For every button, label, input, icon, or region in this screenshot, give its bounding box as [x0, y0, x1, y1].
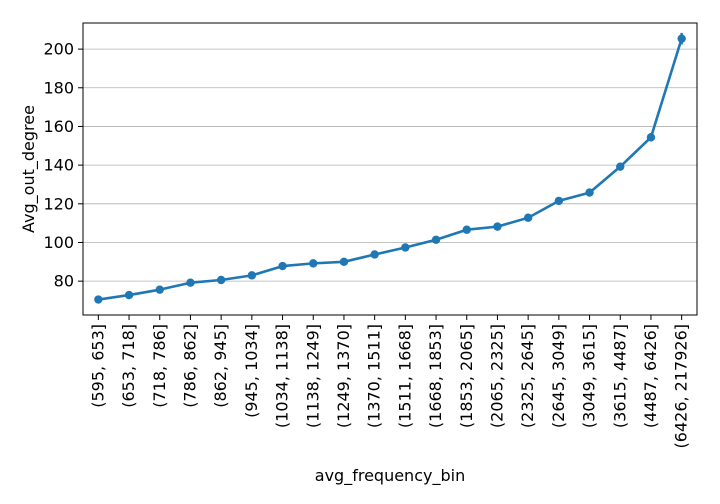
- data-point: [370, 250, 379, 259]
- data-point: [431, 235, 441, 244]
- data-point: [155, 285, 164, 294]
- data-point: [401, 243, 410, 252]
- y-tick-label: 200: [43, 40, 74, 59]
- data-point: [523, 213, 533, 222]
- data-point: [247, 271, 257, 280]
- data-point: [493, 222, 502, 231]
- x-tick-label: (862, 945]: [211, 324, 230, 408]
- data-point: [585, 188, 594, 197]
- data-point: [186, 278, 195, 287]
- x-axis-ticks: (595, 653] (653, 718] (718, 786] (786, 862]…: [88, 315, 691, 448]
- data-point: [309, 259, 318, 268]
- y-tick-label: 160: [43, 117, 74, 136]
- data-point: [462, 225, 471, 234]
- x-tick-label: (4487, 6426]: [641, 324, 660, 428]
- x-tick-label: (945, 1034]: [242, 324, 261, 418]
- data-point: [278, 261, 287, 271]
- data-point: [216, 275, 226, 285]
- x-tick-label: (3049, 3615]: [580, 324, 599, 428]
- x-tick-label: (1249, 1370]: [334, 324, 353, 428]
- data-point: [554, 196, 564, 206]
- x-tick-label: (786, 862]: [180, 324, 199, 408]
- series-line-group: [94, 32, 686, 304]
- y-tick-label: 80: [54, 272, 74, 291]
- x-tick-label: (1034, 1138]: [273, 324, 292, 428]
- y-axis-title: Avg_out_degree: [19, 105, 39, 233]
- x-axis-title: avg_frequency_bin: [315, 466, 465, 486]
- y-tick-label: 100: [43, 233, 74, 252]
- data-point: [646, 133, 656, 142]
- plot-border: [82, 22, 698, 316]
- data-point: [616, 162, 625, 171]
- grid-lines: [83, 48, 697, 282]
- data-point: [677, 34, 686, 43]
- y-tick-label: 140: [43, 156, 74, 175]
- data-point: [339, 257, 349, 267]
- x-tick-label: (2645, 3049]: [549, 324, 568, 428]
- x-tick-label: (2325, 2645]: [518, 324, 537, 428]
- data-point: [94, 295, 103, 304]
- x-tick-label: (653, 718]: [119, 324, 138, 408]
- x-tick-label: (718, 786]: [150, 324, 169, 408]
- x-tick-label: (3615, 4487]: [610, 324, 629, 428]
- plot-frame: [82, 22, 698, 316]
- y-tick-label: 120: [43, 194, 74, 213]
- x-tick-label: (2065, 2325]: [487, 324, 506, 428]
- data-point: [124, 290, 134, 300]
- x-tick-label: (1138, 1249]: [303, 324, 322, 428]
- series-line: [98, 38, 683, 301]
- y-axis-ticks: 80 100 120 140 160 180 200: [43, 40, 83, 291]
- x-tick-label: (1853, 2065]: [457, 324, 476, 428]
- x-tick-label: (1668, 1853]: [426, 324, 445, 428]
- x-tick-label: (6426, 217926]: [672, 324, 691, 448]
- y-tick-label: 180: [43, 78, 74, 97]
- x-tick-label: (1370, 1511]: [365, 324, 384, 428]
- x-tick-label: (1511, 1668]: [395, 324, 414, 428]
- x-tick-label: (595, 653]: [88, 324, 107, 408]
